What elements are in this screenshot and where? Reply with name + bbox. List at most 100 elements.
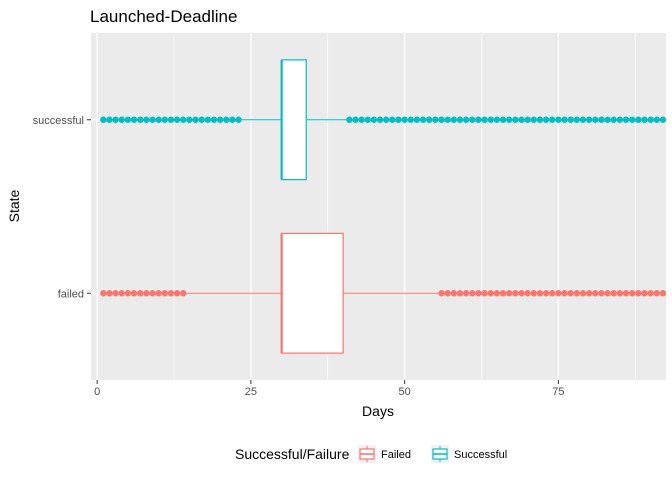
outlier-point — [469, 116, 476, 123]
outlier-point — [401, 116, 408, 123]
outlier-point — [143, 116, 150, 123]
outlier-point — [173, 290, 181, 297]
outlier-point — [598, 116, 605, 123]
outlier-point — [481, 290, 488, 297]
outlier-point — [352, 116, 359, 123]
outlier-point — [573, 290, 581, 297]
outlier-point — [475, 116, 482, 123]
outlier-point — [143, 290, 150, 297]
outlier-point — [389, 116, 396, 123]
outlier-point — [161, 290, 168, 297]
outlier-point — [376, 116, 384, 123]
outlier-point — [493, 116, 501, 123]
outlier-point — [235, 116, 242, 123]
outlier-point — [555, 290, 562, 297]
box-successful — [100, 59, 667, 181]
outlier-point — [567, 290, 574, 297]
outlier-point — [659, 116, 667, 123]
outlier-point — [659, 290, 667, 297]
outlier-point — [149, 116, 156, 123]
outlier-point — [136, 116, 144, 123]
axes: 0 25 50 75 failed successful — [33, 115, 565, 398]
legend-item-successful: Successful — [431, 445, 507, 463]
outlier-point — [518, 290, 525, 297]
outlier-point — [395, 116, 402, 123]
outlier-point — [192, 116, 199, 123]
outlier-point — [549, 116, 556, 123]
outlier-point — [444, 116, 451, 123]
outlier-point — [438, 116, 445, 123]
outlier-point — [530, 290, 537, 297]
outlier-point — [450, 290, 458, 297]
outlier-point — [604, 290, 611, 297]
outlier-point — [210, 116, 218, 123]
outlier-point — [635, 116, 642, 123]
outlier-point — [536, 290, 544, 297]
outlier-point — [155, 116, 162, 123]
outlier-point — [512, 116, 519, 123]
outlier-point — [432, 116, 439, 123]
outlier-point — [493, 290, 501, 297]
outlier-point — [155, 290, 162, 297]
outlier-point — [592, 116, 599, 123]
legend-label: Failed — [381, 449, 411, 461]
outlier-point — [579, 290, 587, 297]
y-tick-label: failed — [58, 288, 84, 300]
chart-title: Launched-Deadline — [90, 7, 237, 26]
outlier-point — [456, 116, 464, 123]
outlier-point — [419, 116, 427, 123]
outlier-point — [499, 290, 507, 297]
outlier-point — [635, 290, 642, 297]
outlier-point — [456, 290, 464, 297]
outlier-point — [616, 116, 624, 123]
outlier-point — [100, 290, 107, 297]
outlier-point — [118, 116, 125, 123]
outlier-point — [549, 290, 556, 297]
outlier-point — [469, 290, 476, 297]
box-iqr — [281, 59, 307, 181]
y-axis-title: State — [6, 189, 22, 222]
outlier-point — [364, 116, 371, 123]
outlier-point — [561, 290, 568, 297]
outlier-point — [641, 290, 648, 297]
outlier-point — [358, 116, 365, 123]
outlier-point — [567, 116, 574, 123]
outlier-point — [370, 116, 378, 123]
outlier-point — [524, 116, 531, 123]
legend-items: Failed Successful — [358, 445, 507, 463]
outlier-point — [167, 116, 175, 123]
outlier-point — [628, 290, 636, 297]
outlier-point — [622, 116, 630, 123]
plot-panel — [91, 33, 666, 380]
outlier-point — [112, 290, 119, 297]
legend-title: Successful/Failure — [235, 446, 350, 462]
x-tick-label: 75 — [552, 386, 564, 398]
legend-label: Successful — [454, 449, 507, 461]
outlier-point — [198, 116, 205, 123]
outlier-point — [647, 290, 654, 297]
outlier-point — [223, 116, 230, 123]
box-iqr — [281, 232, 344, 354]
box-failed — [100, 232, 667, 354]
outlier-point — [518, 116, 525, 123]
x-tick-label: 50 — [399, 386, 411, 398]
outlier-point — [585, 290, 593, 297]
outlier-point — [641, 116, 648, 123]
outlier-point — [561, 116, 568, 123]
legend-item-failed: Failed — [358, 445, 411, 463]
outlier-point — [487, 116, 494, 123]
outlier-point — [450, 116, 458, 123]
outlier-point — [462, 290, 470, 297]
outlier-point — [100, 116, 107, 123]
outlier-point — [616, 290, 624, 297]
legend: Successful/Failure Failed Successful — [235, 445, 507, 463]
x-axis-title: Days — [362, 403, 394, 419]
outlier-point — [462, 116, 470, 123]
outlier-point — [130, 116, 138, 123]
outlier-point — [622, 290, 630, 297]
outlier-point — [592, 290, 599, 297]
outlier-point — [180, 116, 187, 123]
outlier-point — [204, 116, 212, 123]
outlier-point — [579, 116, 587, 123]
